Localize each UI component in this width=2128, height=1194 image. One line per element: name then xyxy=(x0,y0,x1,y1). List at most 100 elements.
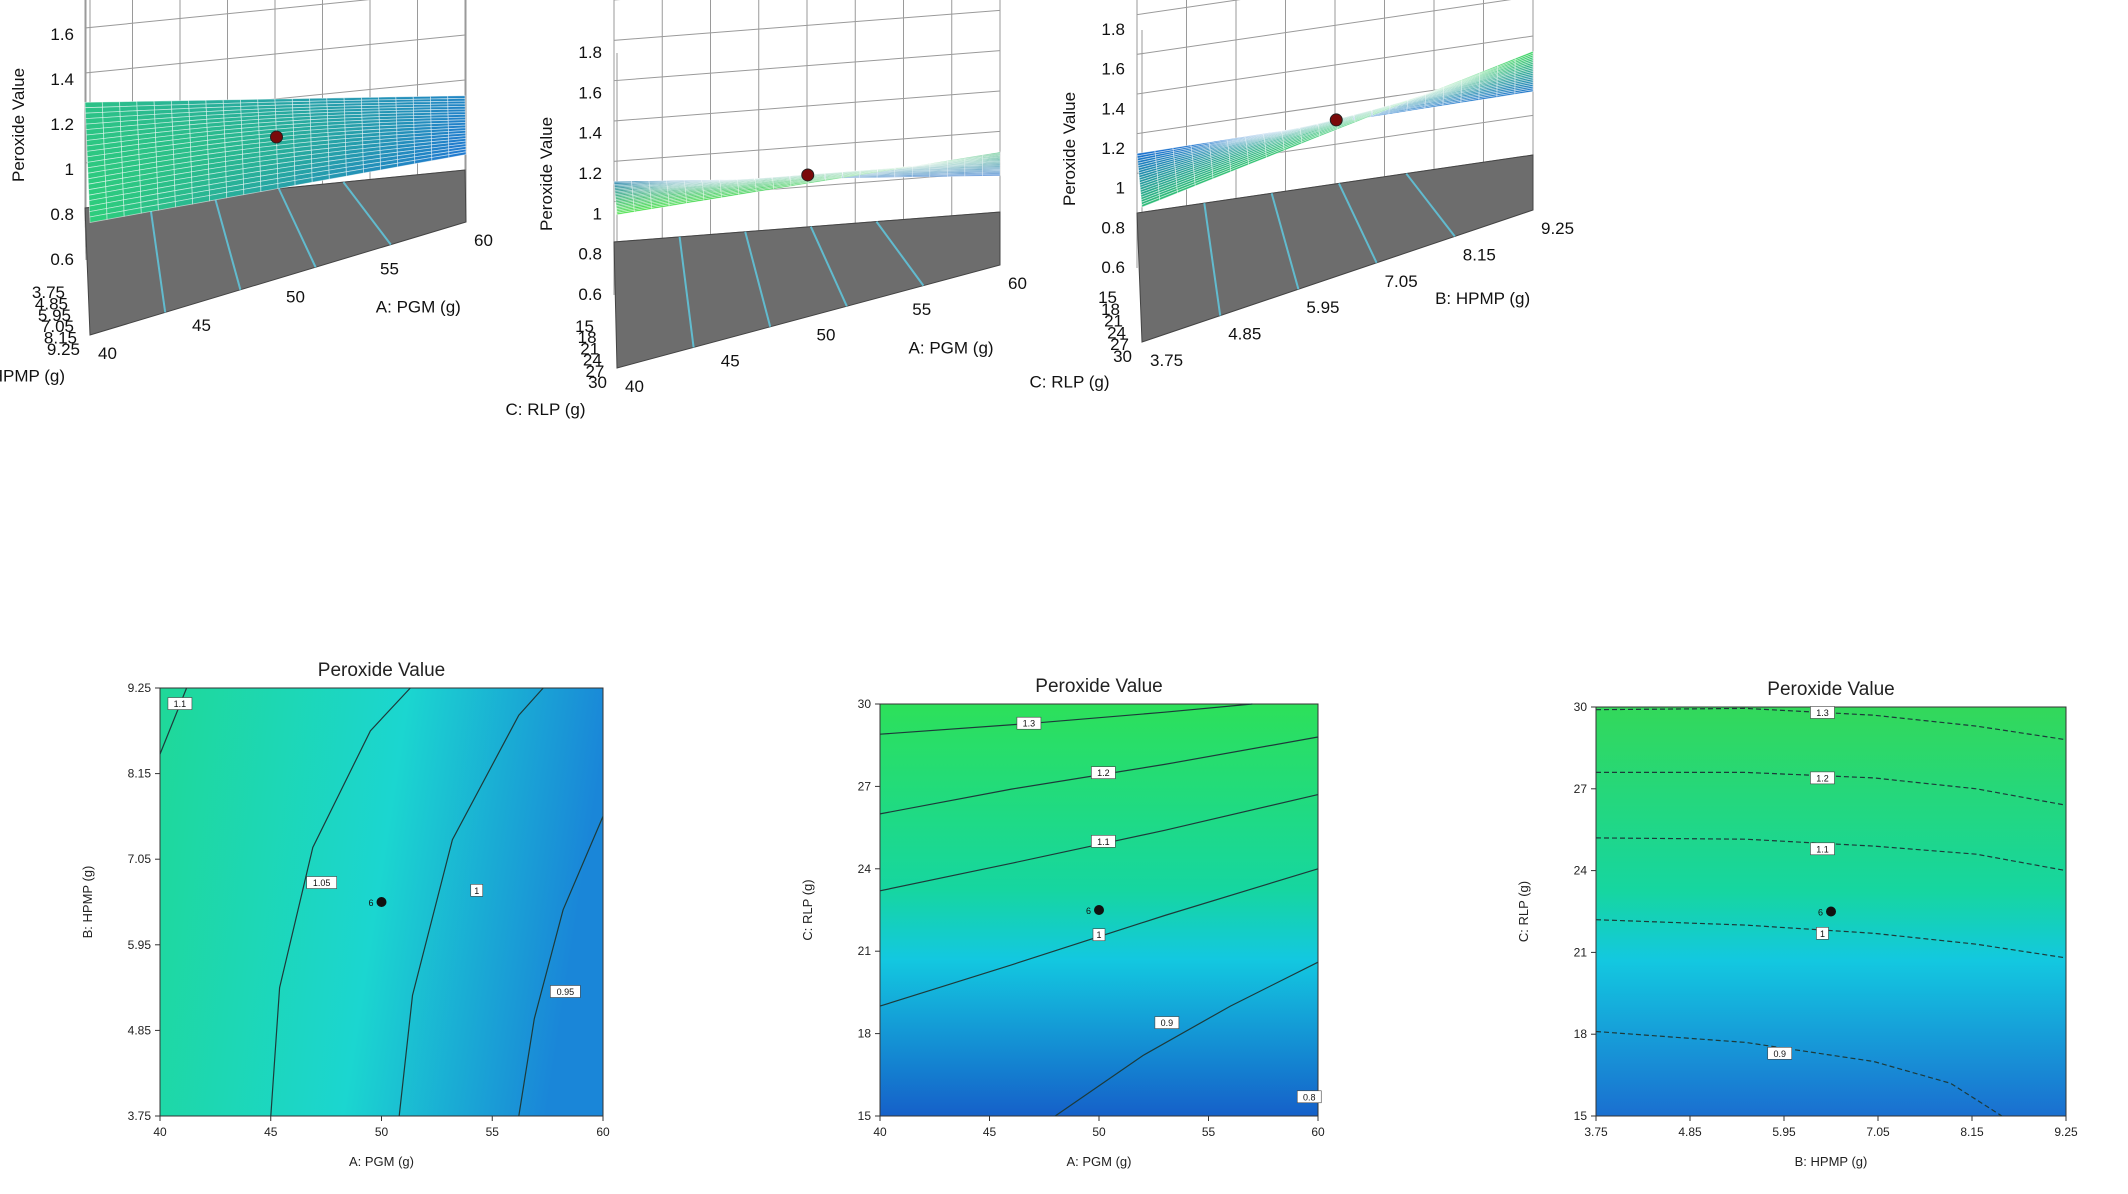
contour-line xyxy=(1596,771,2067,806)
z-tick-label: 0.8 xyxy=(578,245,602,264)
floor-contour-line xyxy=(875,221,925,287)
contour-line xyxy=(1595,837,2067,872)
chart-title: Peroxide Value xyxy=(318,660,445,681)
contour-line xyxy=(879,736,1319,815)
x-tick-label: 40 xyxy=(98,344,117,363)
floor-contour-line xyxy=(809,226,848,307)
y-tick-label: 21 xyxy=(1574,945,1588,959)
y-tick-label: 7.05 xyxy=(128,852,152,866)
contour-level-box xyxy=(1816,927,1829,940)
y-tick-label: 27 xyxy=(858,779,872,793)
x-axis-label: A: PGM (g) xyxy=(1066,1154,1131,1169)
design-point xyxy=(1826,906,1836,917)
contour-level-label: 0.95 xyxy=(557,987,575,997)
contour-level-box xyxy=(1810,706,1835,719)
y-tick-label: 18 xyxy=(858,1027,872,1041)
x-tick-label: 55 xyxy=(912,300,931,319)
contour-line xyxy=(270,687,411,1117)
y-tick-label: 18 xyxy=(578,328,597,347)
x-axis-label: A: PGM (g) xyxy=(376,297,461,316)
contour-line xyxy=(1595,919,2067,959)
surface-cell xyxy=(84,101,103,109)
y-tick-label: 15 xyxy=(1098,288,1117,307)
x-tick-label: 5.95 xyxy=(1306,298,1339,317)
z-axis-label: Peroxide Value xyxy=(9,68,28,182)
contour-level-label: 1.1 xyxy=(174,699,187,709)
contour-level-label: 1.2 xyxy=(1097,768,1110,778)
y-axis-label: C: RLP (g) xyxy=(800,879,815,940)
floor-contours xyxy=(148,181,392,313)
floor-contour-line xyxy=(148,201,167,313)
floor-contour-line xyxy=(744,231,772,328)
x-tick-label: 40 xyxy=(153,1125,167,1139)
x-tick-label: 60 xyxy=(474,231,493,250)
contour-level-box xyxy=(1092,928,1106,942)
z-tick-label: 1.6 xyxy=(1101,60,1125,79)
surface-cell xyxy=(982,151,1001,157)
x-tick-label: 60 xyxy=(1311,1125,1325,1139)
wall-line xyxy=(613,0,621,53)
x-tick-label: 3.75 xyxy=(1150,351,1183,370)
y-axis-label: B: HPMP (g) xyxy=(0,367,65,386)
z-tick-label: 0.6 xyxy=(578,285,602,304)
y-tick-label: 30 xyxy=(1574,700,1588,714)
contour-level-box xyxy=(167,697,193,710)
z-tick-label: 0.8 xyxy=(50,205,74,224)
y-tick-label: 5.95 xyxy=(38,306,71,325)
contour-line xyxy=(518,816,604,1117)
y-tick-label: 21 xyxy=(580,339,599,358)
y-tick-label: 30 xyxy=(858,697,872,711)
x-tick-label: 50 xyxy=(286,288,305,307)
x-tick-label: 9.25 xyxy=(2054,1125,2078,1139)
y-tick-label: 9.25 xyxy=(47,340,80,359)
y-tick-label: 21 xyxy=(1104,312,1123,331)
x-tick-label: 60 xyxy=(1008,274,1027,293)
z-tick-label: 1.8 xyxy=(578,43,602,62)
z-tick-label: 1.2 xyxy=(578,164,602,183)
contour-level-label: 1.3 xyxy=(1816,708,1829,718)
design-point-label: 6 xyxy=(1086,906,1091,916)
contour-level-box xyxy=(550,985,581,998)
y-tick-label: 24 xyxy=(583,351,602,370)
contour-level-box xyxy=(470,884,484,897)
x-tick-label: 50 xyxy=(375,1125,389,1139)
x-tick-label: 45 xyxy=(192,316,211,335)
floor-contour-line xyxy=(1270,193,1300,290)
contour-level-label: 0.9 xyxy=(1161,1018,1174,1028)
contour-line xyxy=(1595,707,2067,741)
contour-level-label: 1.2 xyxy=(1816,773,1829,783)
z-tick-label: 1.6 xyxy=(578,83,602,102)
contour-line xyxy=(879,868,1319,1007)
y-axis-label: B: HPMP (g) xyxy=(80,866,95,939)
design-point xyxy=(270,130,283,144)
x-tick-label: 9.25 xyxy=(1541,219,1574,238)
z-tick-label: 0.6 xyxy=(50,250,74,269)
y-tick-label: 8.15 xyxy=(44,329,77,348)
contour-level-box xyxy=(1810,771,1835,785)
x-tick-label: 50 xyxy=(817,326,836,345)
design-point-label: 6 xyxy=(1818,908,1823,918)
contour-lines xyxy=(1595,707,2067,1117)
y-tick-label: 4.85 xyxy=(128,1023,152,1037)
y-tick-label: 27 xyxy=(1110,335,1129,354)
z-tick-label: 1 xyxy=(1116,179,1125,198)
x-tick-label: 4.85 xyxy=(1678,1125,1702,1139)
contour-line xyxy=(1595,1030,2003,1117)
x-tick-label: 8.15 xyxy=(1463,245,1496,264)
contour-line xyxy=(879,794,1319,892)
z-axis-label: Peroxide Value xyxy=(1060,92,1079,206)
z-tick-label: 1 xyxy=(65,160,74,179)
contour-level-box xyxy=(1154,1016,1180,1029)
z-tick-label: 1.4 xyxy=(578,124,602,143)
x-tick-label: 4.85 xyxy=(1228,325,1261,344)
contour-plot-2: Peroxide Value 1.3 1.2 1.1 1 0.9 0.8 6 40 45 50 55 6… xyxy=(800,676,1325,1169)
y-tick-label: 5.95 xyxy=(128,938,152,952)
y-tick-label: 3.75 xyxy=(128,1109,152,1123)
x-tick-label: 8.15 xyxy=(1960,1125,1984,1139)
x-tick-label: 55 xyxy=(486,1125,500,1139)
design-point xyxy=(1094,905,1104,915)
y-axis-label: C: RLP (g) xyxy=(1030,373,1110,392)
floor-plane xyxy=(1136,154,1534,343)
x-axis-label: A: PGM (g) xyxy=(909,339,994,358)
contour-level-box xyxy=(1810,842,1835,856)
